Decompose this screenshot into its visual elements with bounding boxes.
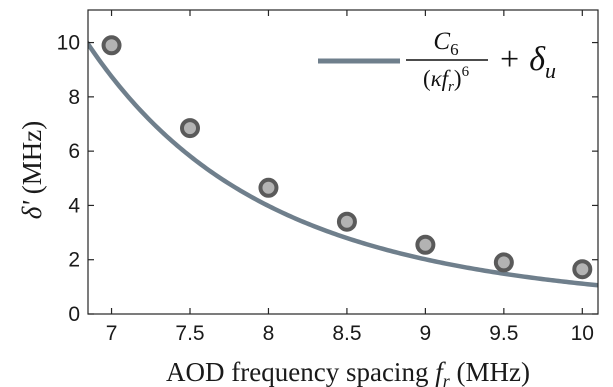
plot-frame: [87, 9, 599, 315]
data-point: [572, 259, 593, 280]
y-tick-label: 2: [68, 249, 80, 272]
fit-curve-layer: [88, 39, 598, 288]
x-axis-label: AOD frequency spacing fr (MHz): [166, 357, 530, 387]
x-tick-label: 9: [420, 322, 432, 345]
y-axis-label: δ' (MHz): [17, 121, 47, 220]
fit-curve: [88, 39, 598, 288]
x-tick-label: 7: [106, 322, 118, 345]
legend: C6 (κfr)6 + δu: [318, 28, 556, 95]
y-tick-label: 6: [68, 140, 80, 163]
data-point: [101, 35, 122, 56]
x-tick-label: 9.5: [489, 322, 518, 345]
y-ticks: 0 2 4 6 8 10: [57, 32, 598, 326]
data-point: [493, 252, 514, 273]
y-tick-label: 10: [57, 32, 80, 55]
data-point: [415, 234, 436, 255]
data-point: [336, 211, 357, 232]
y-tick-label: 4: [68, 194, 80, 217]
legend-denominator: (κfr)6: [423, 64, 470, 95]
x-tick-label: 7.5: [175, 322, 204, 345]
x-tick-label: 10: [571, 322, 594, 345]
y-tick-label: 8: [68, 86, 80, 109]
data-point: [180, 118, 200, 139]
x-tick-label: 8: [263, 322, 275, 345]
x-ticks: 7 7.5 8 8.5 9 9.5 10: [106, 10, 594, 345]
legend-offset-term: + δu: [500, 41, 556, 83]
y-tick-label: 0: [68, 303, 80, 326]
data-point: [258, 177, 279, 198]
legend-numerator: C6: [433, 28, 458, 59]
data-points-layer: [101, 35, 593, 280]
x-tick-label: 8.5: [332, 322, 361, 345]
